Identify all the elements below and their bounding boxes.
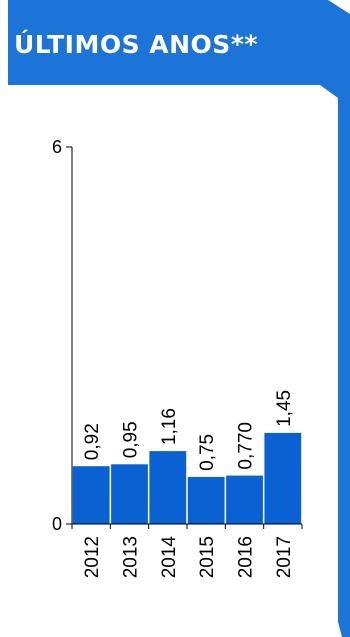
- x-tick-label-2017: 2017: [274, 536, 295, 578]
- bar-2014: [149, 451, 187, 524]
- bar-2015: [187, 476, 225, 524]
- data-label-2017: 1,45: [274, 390, 295, 427]
- data-label-2013: 0,95: [121, 421, 142, 458]
- bar-2016: [226, 475, 263, 524]
- x-tick-label-2016: 2016: [236, 536, 257, 578]
- x-tick-label-2015: 2015: [197, 536, 218, 578]
- x-tick-label-2014: 2014: [159, 536, 180, 579]
- x-tick-label-2012: 2012: [82, 536, 103, 578]
- x-tick-label-2013: 2013: [121, 536, 142, 578]
- y-tick-label: 0: [52, 514, 62, 534]
- data-label-2015: 0,75: [197, 434, 218, 471]
- header-title: ÚLTIMOS ANOS**: [14, 30, 258, 59]
- bar-2012: [72, 466, 110, 524]
- y-tick-label: 6: [52, 137, 62, 157]
- data-label-2012: 0,92: [82, 423, 103, 460]
- bar-2013: [111, 464, 148, 524]
- bar-2017: [264, 432, 302, 524]
- data-label-2016: 0,770: [236, 422, 257, 470]
- data-label-2014: 1,16: [159, 408, 180, 445]
